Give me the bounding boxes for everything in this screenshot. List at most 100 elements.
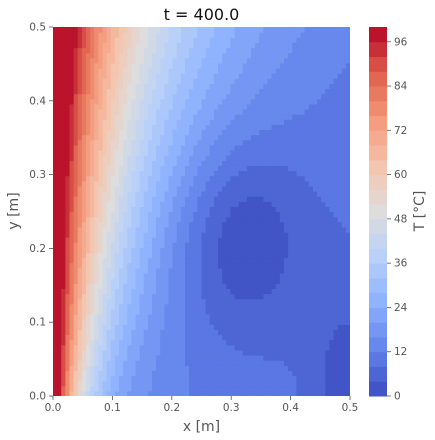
contour-cell <box>321 375 326 382</box>
contour-cell <box>123 385 128 392</box>
contour-cell <box>123 221 128 228</box>
contour-cell <box>300 191 306 197</box>
contour-cell <box>255 93 260 100</box>
contour-cell <box>86 324 91 330</box>
contour-cell <box>234 93 240 100</box>
contour-cell <box>139 52 145 59</box>
contour-cell <box>226 252 231 259</box>
contour-cell <box>143 262 149 269</box>
contour-cell <box>180 319 186 325</box>
contour-cell <box>69 185 75 192</box>
contour-cell <box>106 303 112 310</box>
contour-cell <box>81 160 87 166</box>
contour-cell <box>57 267 62 274</box>
contour-cell <box>152 62 157 69</box>
contour-cell <box>226 185 231 192</box>
contour-cell <box>251 119 256 125</box>
contour-cell <box>57 293 62 300</box>
contour-cell <box>147 278 153 284</box>
contour-cell <box>168 273 174 279</box>
contour-cell <box>275 288 281 295</box>
contour-cell <box>325 293 330 300</box>
contour-cell <box>110 242 116 248</box>
contour-cell <box>312 355 318 361</box>
contour-cell <box>119 68 124 74</box>
contour-cell <box>242 293 248 300</box>
contour-cell <box>304 68 310 74</box>
contour-cell <box>139 191 145 197</box>
contour-cell <box>164 88 170 95</box>
contour-cell <box>312 365 318 371</box>
contour-cell <box>119 119 124 125</box>
contour-cell <box>321 339 326 346</box>
contour-cell <box>308 98 314 105</box>
contour-cell <box>172 170 178 177</box>
contour-cell <box>131 324 137 330</box>
contour-cell <box>296 124 302 131</box>
contour-cell <box>127 52 132 59</box>
contour-cell <box>205 160 211 166</box>
contour-cell <box>176 206 182 213</box>
contour-cell <box>205 380 211 387</box>
contour-cell <box>312 221 318 228</box>
contour-cell <box>300 160 306 166</box>
contour-cell <box>73 334 79 341</box>
contour-cell <box>255 232 260 238</box>
contour-cell <box>119 134 124 141</box>
contour-cell <box>325 355 330 361</box>
contour-cell <box>156 57 161 64</box>
contour-cell <box>98 257 104 264</box>
contour-cell <box>135 165 141 172</box>
contour-cell <box>114 206 120 213</box>
contour-cell <box>284 252 289 259</box>
contour-cell <box>296 62 302 69</box>
contour-cell <box>300 314 306 320</box>
contour-cell <box>312 134 318 141</box>
contour-cell <box>197 114 203 120</box>
contour-cell <box>275 355 281 361</box>
contour-cell <box>242 252 248 259</box>
contour-cell <box>263 360 269 366</box>
contour-cell <box>180 37 186 43</box>
contour-cell <box>300 303 306 310</box>
contour-cell <box>284 52 289 59</box>
contour-cell <box>321 83 326 90</box>
contour-cell <box>81 180 87 187</box>
contour-cell <box>312 160 318 166</box>
contour-cell <box>189 175 194 182</box>
contour-cell <box>127 267 132 274</box>
contour-cell <box>102 68 108 74</box>
contour-cell <box>53 339 58 346</box>
contour-cell <box>259 252 264 259</box>
contour-cell <box>230 93 236 100</box>
contour-cell <box>317 175 322 182</box>
contour-cell <box>94 37 99 43</box>
contour-cell <box>193 370 198 377</box>
contour-cell <box>160 380 165 387</box>
contour-cell <box>267 78 273 84</box>
contour-cell <box>143 334 149 341</box>
contour-cell <box>292 257 297 264</box>
contour-cell <box>267 93 273 100</box>
contour-cell <box>189 78 194 84</box>
contour-cell <box>77 344 83 351</box>
contour-cell <box>168 324 174 330</box>
contour-cell <box>333 206 339 213</box>
contour-cell <box>263 283 269 289</box>
contour-cell <box>131 98 137 105</box>
contour-cell <box>135 257 141 264</box>
contour-cell <box>180 78 186 84</box>
contour-cell <box>275 390 281 396</box>
contour-cell <box>147 267 153 274</box>
contour-cell <box>172 129 178 136</box>
contour-cell <box>160 78 165 84</box>
contour-cell <box>201 324 207 330</box>
contour-cell <box>209 385 215 392</box>
contour-cell <box>98 88 104 95</box>
contour-cell <box>308 83 314 90</box>
contour-cell <box>304 298 310 305</box>
contour-cell <box>65 150 71 156</box>
contour-cell <box>325 344 330 351</box>
contour-cell <box>172 32 178 38</box>
contour-cell <box>205 201 211 207</box>
